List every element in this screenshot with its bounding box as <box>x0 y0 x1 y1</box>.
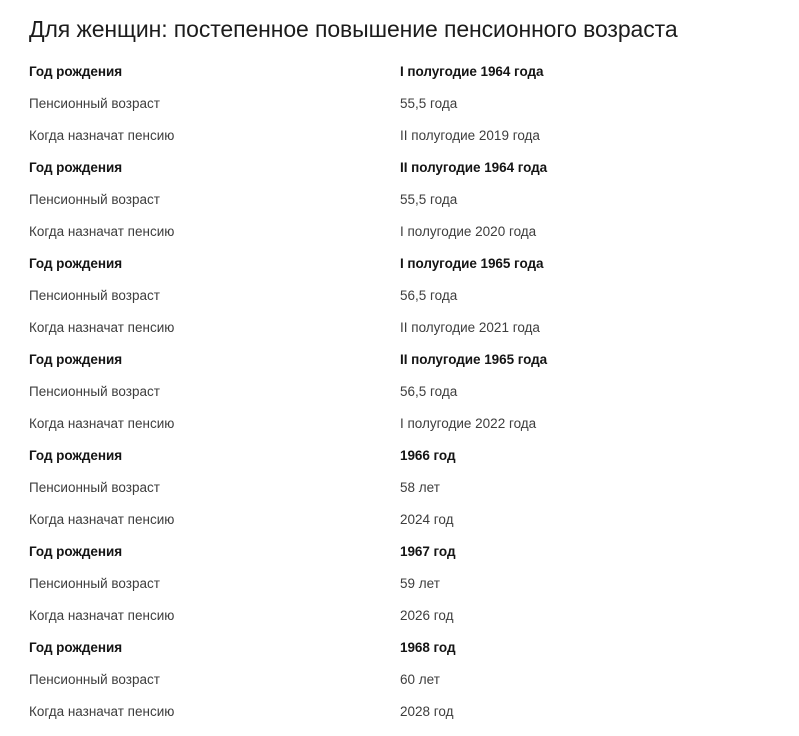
when-assigned-label: Когда назначат пенсию <box>29 128 175 143</box>
table-row: Пенсионный возраст 58 лет <box>0 472 799 504</box>
when-assigned-label: Когда назначат пенсию <box>29 512 175 527</box>
table-row: Когда назначат пенсию II полугодие 2019 … <box>0 120 799 152</box>
table-row: Когда назначат пенсию 2024 год <box>0 504 799 536</box>
when-assigned-value: II полугодие 2021 года <box>400 320 540 335</box>
retirement-age-label: Пенсионный возраст <box>29 576 160 591</box>
table-row: Когда назначат пенсию I полугодие 2022 г… <box>0 408 799 440</box>
birth-year-value: I полугодие 1965 года <box>400 256 544 271</box>
table-row: Год рождения I полугодие 1965 года <box>0 248 799 280</box>
table-row: Пенсионный возраст 55,5 года <box>0 184 799 216</box>
table-row: Год рождения II полугодие 1964 года <box>0 152 799 184</box>
table-row: Год рождения II полугодие 1965 года <box>0 344 799 376</box>
table-row: Год рождения I полугодие 1964 года <box>0 56 799 88</box>
table-row: Когда назначат пенсию I полугодие 2020 г… <box>0 216 799 248</box>
retirement-age-value: 58 лет <box>400 480 440 495</box>
when-assigned-label: Когда назначат пенсию <box>29 320 175 335</box>
birth-year-label: Год рождения <box>29 448 123 463</box>
table-row: Когда назначат пенсию 2026 год <box>0 600 799 632</box>
table-row: Пенсионный возраст 60 лет <box>0 664 799 696</box>
when-assigned-label: Когда назначат пенсию <box>29 704 175 719</box>
table-row: Год рождения 1967 год <box>0 536 799 568</box>
table-row: Год рождения 1968 год <box>0 632 799 664</box>
birth-year-value: 1967 год <box>400 544 456 559</box>
when-assigned-value: II полугодие 2019 года <box>400 128 540 143</box>
when-assigned-value: I полугодие 2022 года <box>400 416 537 431</box>
birth-year-label: Год рождения <box>29 352 123 367</box>
retirement-age-value: 55,5 года <box>400 96 458 111</box>
birth-year-value: II полугодие 1965 года <box>400 352 548 367</box>
table-row: Пенсионный возраст 56,5 года <box>0 376 799 408</box>
when-assigned-value: 2026 год <box>400 608 454 623</box>
retirement-age-value: 55,5 года <box>400 192 458 207</box>
birth-year-label: Год рождения <box>29 256 123 271</box>
retirement-age-value: 56,5 года <box>400 384 458 399</box>
birth-year-value: 1966 год <box>400 448 456 463</box>
birth-year-label: Год рождения <box>29 640 123 655</box>
retirement-age-value: 60 лет <box>400 672 440 687</box>
birth-year-label: Год рождения <box>29 64 123 79</box>
when-assigned-label: Когда назначат пенсию <box>29 416 175 431</box>
retirement-age-label: Пенсионный возраст <box>29 672 160 687</box>
table-row: Пенсионный возраст 55,5 года <box>0 88 799 120</box>
retirement-age-value: 59 лет <box>400 576 440 591</box>
when-assigned-value: I полугодие 2020 года <box>400 224 537 239</box>
table-row: Когда назначат пенсию 2028 год <box>0 696 799 728</box>
page-title: Для женщин: постепенное повышение пенсио… <box>29 16 678 42</box>
table-row: Год рождения 1966 год <box>0 440 799 472</box>
pension-schedule-table: Год рождения I полугодие 1964 года Пенси… <box>0 56 799 728</box>
retirement-age-label: Пенсионный возраст <box>29 480 160 495</box>
birth-year-label: Год рождения <box>29 160 123 175</box>
retirement-age-label: Пенсионный возраст <box>29 192 160 207</box>
when-assigned-label: Когда назначат пенсию <box>29 224 175 239</box>
retirement-age-value: 56,5 года <box>400 288 458 303</box>
birth-year-value: I полугодие 1964 года <box>400 64 544 79</box>
table-row: Пенсионный возраст 56,5 года <box>0 280 799 312</box>
retirement-age-label: Пенсионный возраст <box>29 384 160 399</box>
retirement-age-label: Пенсионный возраст <box>29 288 160 303</box>
when-assigned-value: 2028 год <box>400 704 454 719</box>
table-row: Пенсионный возраст 59 лет <box>0 568 799 600</box>
retirement-age-label: Пенсионный возраст <box>29 96 160 111</box>
table-row: Когда назначат пенсию II полугодие 2021 … <box>0 312 799 344</box>
birth-year-value: II полугодие 1964 года <box>400 160 548 175</box>
birth-year-label: Год рождения <box>29 544 123 559</box>
birth-year-value: 1968 год <box>400 640 456 655</box>
when-assigned-label: Когда назначат пенсию <box>29 608 175 623</box>
when-assigned-value: 2024 год <box>400 512 454 527</box>
